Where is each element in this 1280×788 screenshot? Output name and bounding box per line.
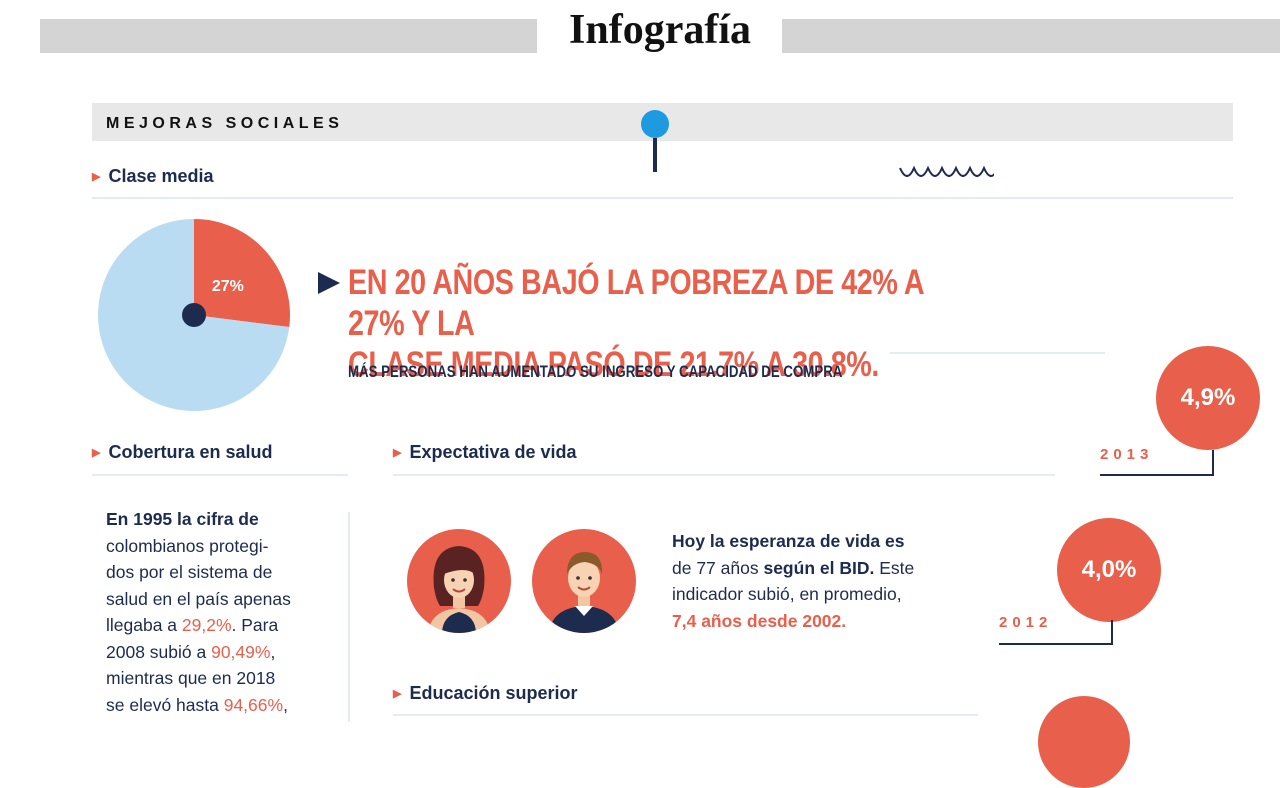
bullet-arrow-icon: ▶ <box>92 447 101 459</box>
timeline-year-2012: 2012 <box>999 614 1053 631</box>
headline-line-1: EN 20 AÑOS BAJÓ LA POBREZA DE 42% A 27% … <box>348 263 924 343</box>
subheadline: MÁS PERSONAS HAN AUMENTADO SU INGRESO Y … <box>348 362 843 381</box>
pie-data-label: 27% <box>212 278 244 295</box>
timeline-connector <box>1111 620 1113 645</box>
vida-heading: ▶ Expectativa de vida <box>393 442 577 463</box>
salud-text-bold: En 1995 la cifra de <box>106 509 259 529</box>
vida-rule <box>393 474 1055 476</box>
bullet-arrow-icon: ▶ <box>92 171 101 183</box>
salud-text: se elevó hasta <box>106 694 224 715</box>
salud-text-line: dos por el sistema de <box>106 562 273 582</box>
divider <box>92 197 1233 199</box>
man-avatar-icon <box>532 529 636 633</box>
educacion-rule <box>393 714 978 716</box>
timeline-value-2013: 4,9% <box>1156 346 1260 450</box>
timeline-value-2012: 4,0% <box>1057 518 1161 622</box>
vida-text: Este <box>874 557 915 578</box>
pie-center-dot <box>182 303 206 327</box>
salud-text: . Para <box>231 615 279 635</box>
salud-value-2008: 90,49% <box>211 641 271 662</box>
salud-text: llegaba a <box>106 615 182 635</box>
map-pin-stem <box>653 138 657 172</box>
salud-vertical-rule <box>348 512 350 722</box>
bullet-arrow-icon: ▶ <box>393 688 402 700</box>
timeline-connector <box>1100 474 1214 476</box>
salud-text-line: colombianos protegi- <box>106 535 269 556</box>
section-label: MEJORAS SOCIALES <box>106 115 344 132</box>
page-title: Infografía <box>569 7 751 53</box>
vida-text-bold: según el BID. <box>763 557 875 578</box>
salud-rule <box>92 474 348 476</box>
timeline-year-2013: 2013 <box>1100 446 1154 463</box>
salud-text: 2008 subió a <box>106 641 212 662</box>
pie-chart: 27% <box>98 219 290 411</box>
headline-rule <box>890 352 1105 354</box>
woman-avatar-icon <box>407 529 511 633</box>
salud-text-line: mientras que en 2018 <box>106 668 276 688</box>
vida-text-bold: Hoy la esperanza de vida es <box>672 531 905 551</box>
salud-text: , <box>270 641 276 662</box>
pie-slice <box>194 219 290 328</box>
headline-arrow-icon <box>318 272 340 294</box>
vida-heading-text: Expectativa de vida <box>409 442 577 462</box>
educacion-heading: ▶ Educación superior <box>393 683 578 704</box>
salud-value-2018: 94,66% <box>223 694 284 715</box>
bullet-arrow-icon: ▶ <box>393 447 402 459</box>
headline-line-2: CLASE MEDIA PASÓ DE 21.7% A 30.8%. <box>348 345 879 384</box>
header-right-bar <box>782 19 1280 53</box>
timeline-connector <box>1212 450 1214 476</box>
clase-media-heading: ▶ Clase media <box>92 166 214 187</box>
vida-paragraph: Hoy la esperanza de vida es de 77 años s… <box>672 528 962 634</box>
salud-value-1995: 29,2% <box>181 615 232 635</box>
vida-value: 7,4 años desde 2002. <box>672 610 847 631</box>
educacion-heading-text: Educación superior <box>409 683 578 703</box>
salud-paragraph: En 1995 la cifra de colombianos protegi-… <box>106 506 341 718</box>
salud-heading: ▶ Cobertura en salud <box>92 442 273 463</box>
wave-decoration-icon <box>899 165 994 177</box>
clase-media-heading-text: Clase media <box>108 166 214 186</box>
timeline-connector <box>999 643 1113 645</box>
vida-text-line: indicador subió, en promedio, <box>672 584 902 604</box>
salud-text-line: salud en el país apenas <box>106 588 291 609</box>
headline: EN 20 AÑOS BAJÓ LA POBREZA DE 42% A 27% … <box>348 262 971 385</box>
salud-text: , <box>283 694 288 715</box>
header-left-bar <box>40 19 537 53</box>
map-pin-icon <box>641 110 669 138</box>
vida-text: de 77 años <box>672 557 764 578</box>
timeline-circle-partial <box>1038 696 1130 788</box>
salud-heading-text: Cobertura en salud <box>108 442 273 462</box>
